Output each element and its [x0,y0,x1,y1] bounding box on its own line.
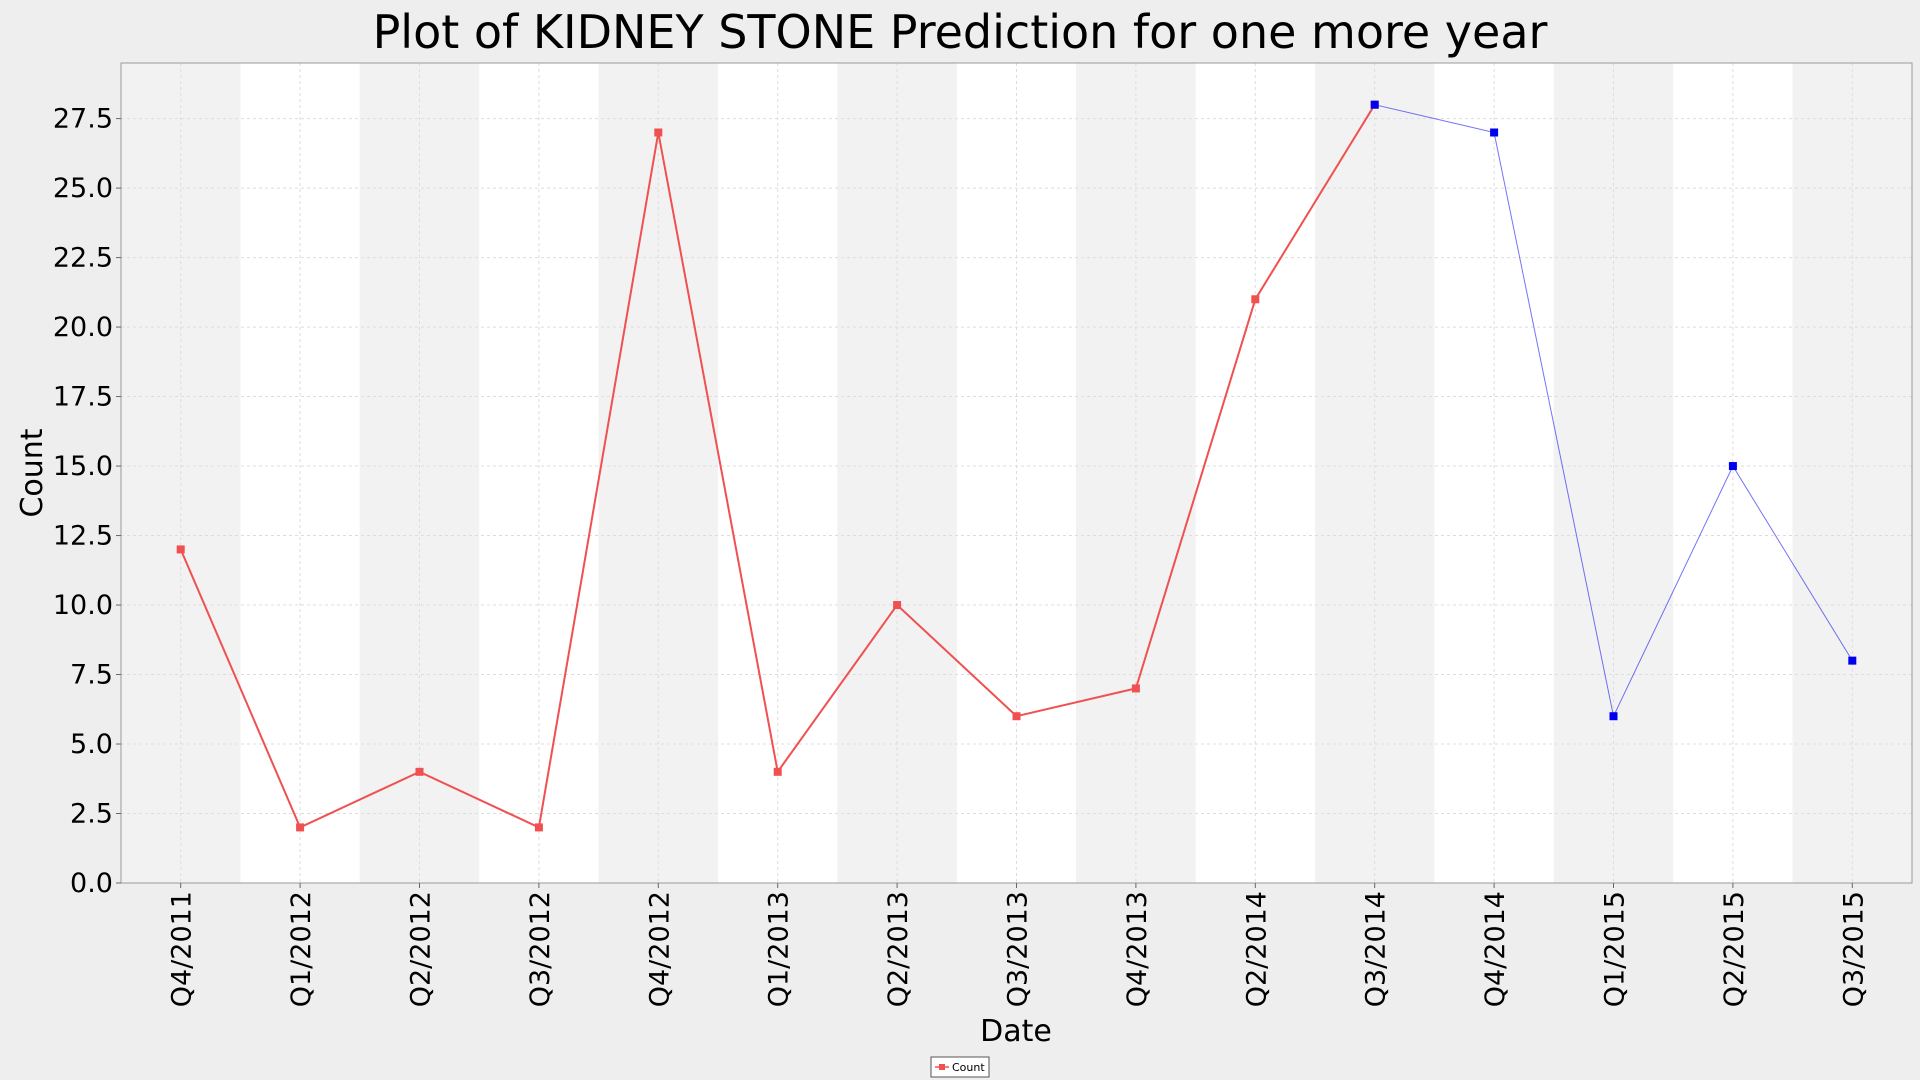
y-tick-label: 20.0 [53,312,113,343]
x-tick-label: Q4/2011 [167,891,198,1007]
y-axis-label: Count [15,428,50,517]
data-point [176,545,185,554]
x-tick-label: Q4/2013 [1122,891,1153,1007]
y-tick-label: 10.0 [53,590,113,621]
x-tick-label: Q1/2012 [286,891,317,1007]
x-tick-label: Q2/2015 [1719,891,1750,1007]
y-tick-label: 17.5 [53,382,113,413]
x-tick-label: Q3/2015 [1838,891,1869,1007]
y-tick-label: 7.5 [70,660,113,691]
data-point [893,601,902,610]
data-point [296,823,305,832]
y-tick-label: 12.5 [53,521,113,552]
legend-label: Count [952,1061,985,1074]
y-tick-label: 22.5 [53,243,113,274]
y-tick-label: 2.5 [70,799,113,830]
chart-title: Plot of KIDNEY STONE Prediction for one … [373,5,1548,59]
x-tick-label: Q2/2013 [883,891,914,1007]
series-points [176,100,1857,832]
data-point [1251,295,1260,304]
y-tick-label: 5.0 [70,729,113,760]
legend-swatch-marker [939,1064,945,1070]
y-tick-label: 25.0 [53,173,113,204]
legend: Count [930,1056,990,1078]
y-axis: 0.0 2.5 5.0 7.5 10.0 12.5 15.0 17.5 20.0 22.5 25.0… [53,104,121,899]
x-tick-label: Q4/2014 [1480,891,1511,1007]
data-point [1609,712,1618,721]
data-point [1728,462,1737,471]
data-point [654,128,663,137]
x-tick-label: Q2/2014 [1241,891,1272,1007]
y-tick-label: 0.0 [70,868,113,899]
data-point [773,767,782,776]
x-tick-label: Q3/2014 [1361,891,1392,1007]
x-tick-label: Q3/2013 [1003,891,1034,1007]
data-point [1012,712,1021,721]
data-point [1370,100,1379,109]
data-point [534,823,543,832]
x-tick-label: Q1/2013 [764,891,795,1007]
y-tick-label: 27.5 [53,104,113,135]
data-point [1131,684,1140,693]
y-tick-label: 15.0 [53,451,113,482]
x-tick-label: Q2/2012 [406,891,437,1007]
x-tick-label: Q4/2012 [644,891,675,1007]
x-tick-label: Q3/2012 [525,891,556,1007]
x-tick-label: Q1/2015 [1600,891,1631,1007]
data-point [1848,656,1857,665]
data-point [1490,128,1499,137]
legend-box [930,1056,990,1078]
x-axis: Q4/2011 Q1/2012 Q2/2012 Q3/2012 Q4/2012 Q1/20… [167,883,1869,1007]
data-point [415,767,424,776]
x-axis-label: Date [980,1014,1052,1049]
